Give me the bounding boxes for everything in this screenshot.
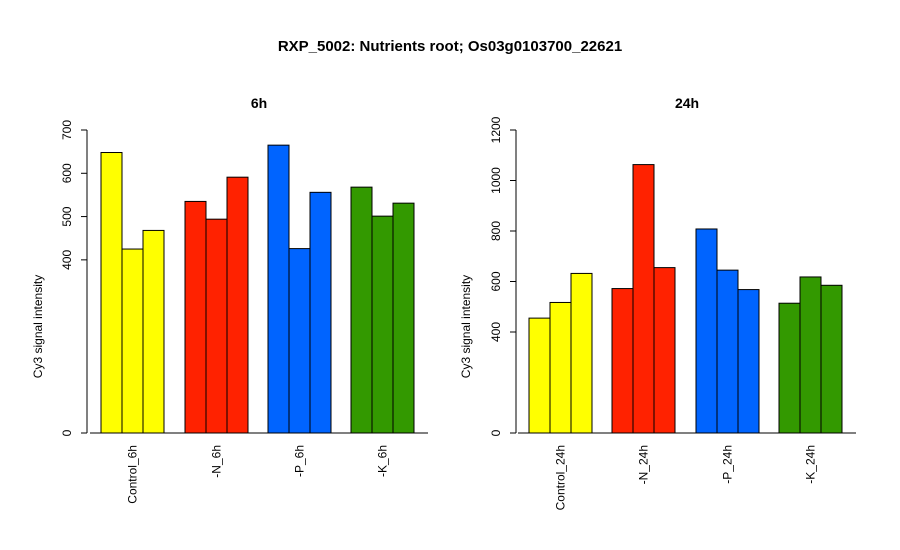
y-tick-label: 600 bbox=[489, 271, 503, 291]
bar bbox=[778, 302, 801, 434]
y-tick-label: 1200 bbox=[489, 116, 503, 143]
y-tick-label: 800 bbox=[489, 221, 503, 241]
y-tick-label: 400 bbox=[60, 250, 74, 270]
y-tick-label: 1000 bbox=[489, 167, 503, 194]
bar bbox=[570, 272, 593, 434]
bar bbox=[611, 288, 634, 434]
x-category-label: -P_6h bbox=[293, 445, 307, 477]
bar bbox=[205, 218, 228, 434]
bar bbox=[528, 317, 551, 434]
bar bbox=[100, 152, 123, 434]
bar bbox=[820, 284, 843, 434]
bar bbox=[121, 248, 144, 434]
y-tick-label: 0 bbox=[489, 429, 503, 436]
bar bbox=[695, 228, 718, 434]
panel-title: 24h bbox=[675, 95, 699, 111]
bar bbox=[309, 191, 332, 434]
figure-title: RXP_5002: Nutrients root; Os03g0103700_2… bbox=[277, 38, 623, 55]
y-tick-label: 500 bbox=[60, 206, 74, 226]
y-tick-label: 600 bbox=[60, 163, 74, 183]
y-tick-label: 700 bbox=[60, 120, 74, 140]
bar bbox=[350, 186, 373, 434]
bar bbox=[632, 164, 655, 434]
panel-24h: 24h 0 400 600 800 1000 1200 Cy3 signal intensit… bbox=[459, 95, 856, 510]
bar bbox=[799, 276, 822, 434]
bar bbox=[549, 301, 572, 434]
panel-6h: 6h 0 400 500 600 700 Cy3 signal intensity Contr… bbox=[31, 95, 428, 504]
x-category-label: Control_6h bbox=[126, 445, 140, 504]
x-category-label: -P_24h bbox=[721, 445, 735, 484]
panel-title: 6h bbox=[251, 95, 267, 111]
bar bbox=[267, 144, 290, 434]
bar bbox=[226, 176, 249, 434]
bar bbox=[737, 289, 760, 434]
bar bbox=[392, 202, 415, 434]
x-category-label: -K_6h bbox=[376, 445, 390, 477]
y-axis-label: Cy3 signal intensity bbox=[31, 275, 45, 378]
bar bbox=[716, 269, 739, 434]
bar bbox=[371, 215, 394, 434]
bar bbox=[184, 200, 207, 434]
bar bbox=[142, 229, 165, 434]
y-axis-label: Cy3 signal intensity bbox=[459, 275, 473, 378]
bar bbox=[288, 248, 311, 434]
bar bbox=[653, 267, 676, 434]
y-tick-label: 400 bbox=[489, 322, 503, 342]
x-category-label: -N_24h bbox=[637, 445, 651, 484]
x-category-label: -N_6h bbox=[210, 445, 224, 478]
x-category-label: Control_24h bbox=[554, 445, 568, 510]
y-tick-label: 0 bbox=[60, 429, 74, 436]
x-category-label: -K_24h bbox=[804, 445, 818, 484]
